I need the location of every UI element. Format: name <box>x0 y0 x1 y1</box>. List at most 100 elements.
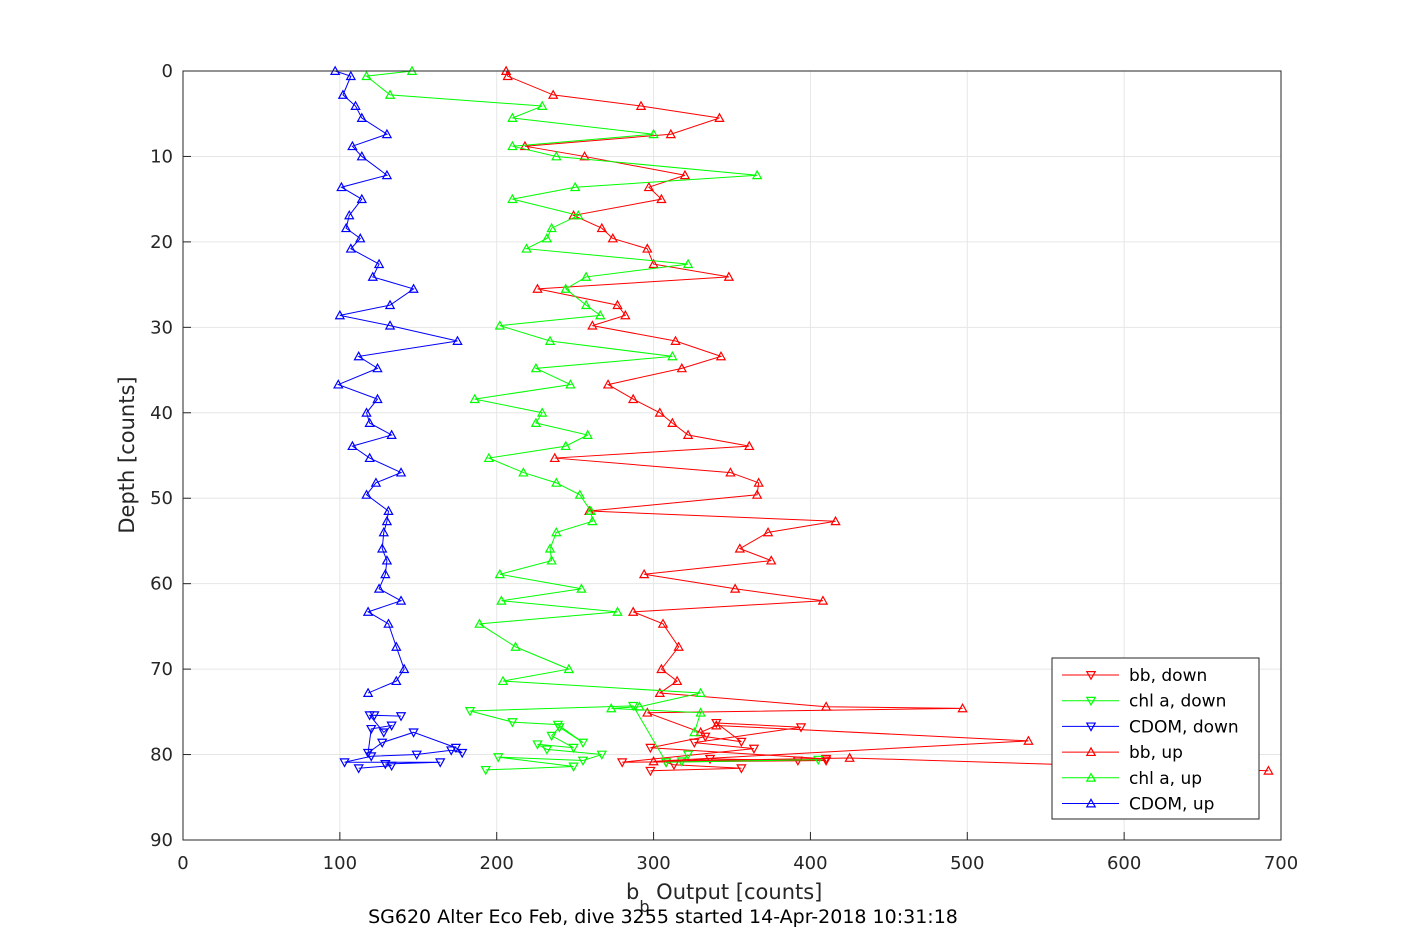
y-tick-label: 40 <box>150 403 173 424</box>
data-point <box>398 663 410 674</box>
data-point <box>530 362 542 373</box>
data-point <box>378 728 389 738</box>
legend-marker <box>1085 722 1097 732</box>
legend-item: CDOM, up <box>1062 795 1214 815</box>
data-point <box>560 283 571 293</box>
data-point <box>361 407 372 417</box>
data-point <box>551 477 562 487</box>
data-point <box>679 169 691 180</box>
data-point <box>361 70 372 81</box>
data-point <box>667 417 678 427</box>
data-point <box>386 721 397 731</box>
data-point <box>751 169 763 180</box>
data-point <box>536 407 548 417</box>
series-line <box>334 70 458 694</box>
x-axis-title: bb Output [counts] <box>626 880 822 916</box>
data-point <box>736 737 747 748</box>
data-point <box>372 393 383 404</box>
data-point <box>595 309 606 320</box>
data-point <box>723 271 735 281</box>
data-point <box>563 663 575 674</box>
x-tick-label: 600 <box>1107 853 1141 874</box>
data-point <box>336 181 347 192</box>
data-point <box>657 618 669 628</box>
data-point <box>736 764 747 774</box>
data-point <box>494 320 506 330</box>
y-tick-label: 20 <box>150 232 173 253</box>
data-point <box>568 762 579 772</box>
legend-label: bb, up <box>1129 743 1183 763</box>
data-point <box>507 718 518 728</box>
y-tick-label: 50 <box>150 488 173 509</box>
y-tick-label: 30 <box>150 317 173 338</box>
data-point <box>748 744 760 755</box>
data-point <box>339 758 350 768</box>
data-point <box>381 515 393 526</box>
data-point <box>612 299 623 310</box>
data-point <box>606 702 617 713</box>
data-point <box>536 100 548 110</box>
y-tick-label: 0 <box>162 61 173 82</box>
series-1 <box>464 701 824 776</box>
data-point <box>568 743 579 754</box>
data-point <box>795 723 807 733</box>
data-point <box>634 701 645 711</box>
legend-label: chl a, up <box>1129 769 1202 789</box>
data-point <box>577 756 589 766</box>
data-point <box>580 271 592 281</box>
data-point <box>507 112 518 122</box>
data-point <box>638 568 650 579</box>
data-point <box>544 543 556 553</box>
data-point <box>574 489 586 499</box>
data-point <box>469 393 480 404</box>
data-point <box>366 752 377 762</box>
data-point <box>367 271 379 281</box>
data-point <box>565 379 576 389</box>
data-point <box>648 755 659 766</box>
x-tick-label: 0 <box>177 853 188 874</box>
data-point <box>830 515 841 526</box>
data-point <box>682 429 694 439</box>
data-point <box>373 583 385 593</box>
data-point <box>620 309 631 320</box>
legend-label: CDOM, down <box>1129 717 1239 737</box>
data-point <box>356 151 368 161</box>
data-point <box>549 452 560 463</box>
data-point <box>820 754 832 765</box>
data-point <box>364 452 375 463</box>
series-line <box>344 714 463 769</box>
data-point <box>627 701 639 712</box>
data-point <box>579 151 590 161</box>
y-tick-label: 60 <box>150 574 173 595</box>
data-point <box>587 515 598 526</box>
data-point <box>765 555 777 565</box>
legend-label: bb, down <box>1129 666 1207 686</box>
data-point <box>711 720 722 730</box>
data-point <box>642 243 653 253</box>
data-point <box>376 738 388 749</box>
data-point <box>464 707 476 717</box>
data-point <box>546 555 557 565</box>
data-point <box>612 606 623 616</box>
x-axis-title-subscript: b <box>639 897 649 916</box>
data-point <box>734 543 746 553</box>
data-point <box>356 193 368 204</box>
dive-caption: SG620 Alter Eco Feb, dive 3255 started 1… <box>368 906 958 928</box>
data-point <box>711 718 722 729</box>
data-point <box>493 753 504 763</box>
data-point <box>340 222 352 233</box>
data-point <box>381 169 393 180</box>
data-point <box>510 641 521 651</box>
data-point <box>386 761 397 772</box>
data-point <box>344 209 355 220</box>
data-point <box>704 754 716 765</box>
data-point <box>380 759 391 770</box>
data-point <box>373 258 385 269</box>
data-point <box>395 712 407 722</box>
data-point <box>582 429 593 439</box>
data-point <box>695 726 706 737</box>
data-point <box>573 209 584 220</box>
plot-frame <box>182 70 1282 841</box>
data-point <box>715 350 727 361</box>
legend: bb, down chl a, down CDOM, down bb, up chl a… <box>1051 657 1260 820</box>
